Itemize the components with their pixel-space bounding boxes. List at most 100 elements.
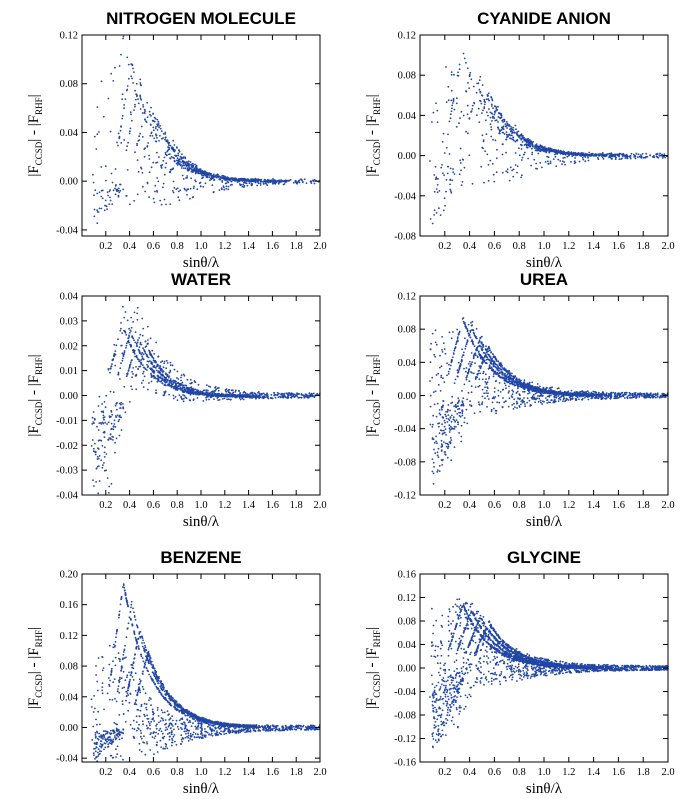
data-point [172,167,175,170]
data-point [254,180,257,183]
data-point [294,181,297,184]
data-point [244,394,247,397]
data-point [537,400,540,403]
data-point [245,180,248,182]
data-point [98,131,100,133]
data-point [203,173,206,176]
data-point [168,153,171,156]
data-point [208,393,211,396]
x-tick-label: 1.4 [587,241,601,252]
data-point [162,132,165,135]
data-point [164,166,167,169]
data-point [446,456,449,459]
data-point [474,354,477,357]
data-point [483,107,486,110]
data-point [535,162,538,165]
data-point [512,126,514,129]
data-point [543,146,546,148]
data-point [218,189,221,192]
data-point [529,142,532,145]
data-point [509,166,512,169]
data-point [309,180,312,183]
data-point [186,386,189,389]
data-point [95,467,98,470]
data-point [183,164,186,167]
data-point [516,133,519,136]
data-point [202,392,205,394]
data-point [521,141,524,143]
data-point [282,183,285,186]
data-point [163,362,166,365]
data-point [173,144,176,146]
data-point [429,423,432,426]
data-point [146,181,149,184]
data-point [466,422,469,425]
data-point [484,362,487,365]
data-point [189,379,192,381]
data-point [440,374,443,377]
data-point [201,171,204,174]
data-point [485,389,488,392]
data-point [157,379,159,381]
data-point [488,367,491,369]
data-point [169,361,172,364]
data-point [130,326,133,329]
data-point [101,466,104,469]
data-point [126,85,129,87]
data-point [502,121,504,123]
data-point [303,178,306,181]
data-point [119,329,122,332]
data-point [541,403,544,405]
data-point [512,408,515,410]
data-point [107,368,110,370]
data-point [615,156,617,159]
data-point [155,389,158,392]
data-point [136,312,139,315]
data-point [124,332,127,334]
data-point [637,392,640,395]
data-point [313,182,316,185]
data-point [205,398,208,401]
data-point [483,100,486,103]
data-point [434,390,437,393]
data-point [193,388,195,391]
data-point [538,397,541,400]
data-point [467,371,470,374]
x-tick-label: 0.2 [99,500,112,511]
data-point [106,208,108,211]
data-point [479,372,481,375]
data-point [609,154,612,157]
data-point [172,148,175,151]
data-point [438,207,440,210]
data-point [179,383,182,386]
y-axis-label-part: | [364,94,380,97]
data-point [94,451,96,453]
data-point [164,381,167,384]
data-point [114,426,117,428]
data-point [148,171,151,174]
data-point [139,95,142,98]
data-point [439,354,441,357]
data-point [142,347,145,350]
data-point [177,152,180,155]
data-point [483,181,485,184]
data-point [156,137,158,139]
data-point [164,153,167,156]
data-point [664,156,666,159]
data-point [659,152,661,155]
data-point [138,349,141,352]
data-point [635,153,638,155]
data-point [103,209,106,212]
data-point [98,207,101,210]
data-point [162,159,165,162]
data-point [117,187,120,190]
data-point [168,147,171,149]
data-point [129,203,131,206]
data-point [113,343,116,346]
data-point [536,148,539,151]
data-point [139,343,142,345]
data-point [658,154,661,157]
data-point [156,161,159,164]
data-point [555,396,557,399]
data-point [110,409,113,412]
